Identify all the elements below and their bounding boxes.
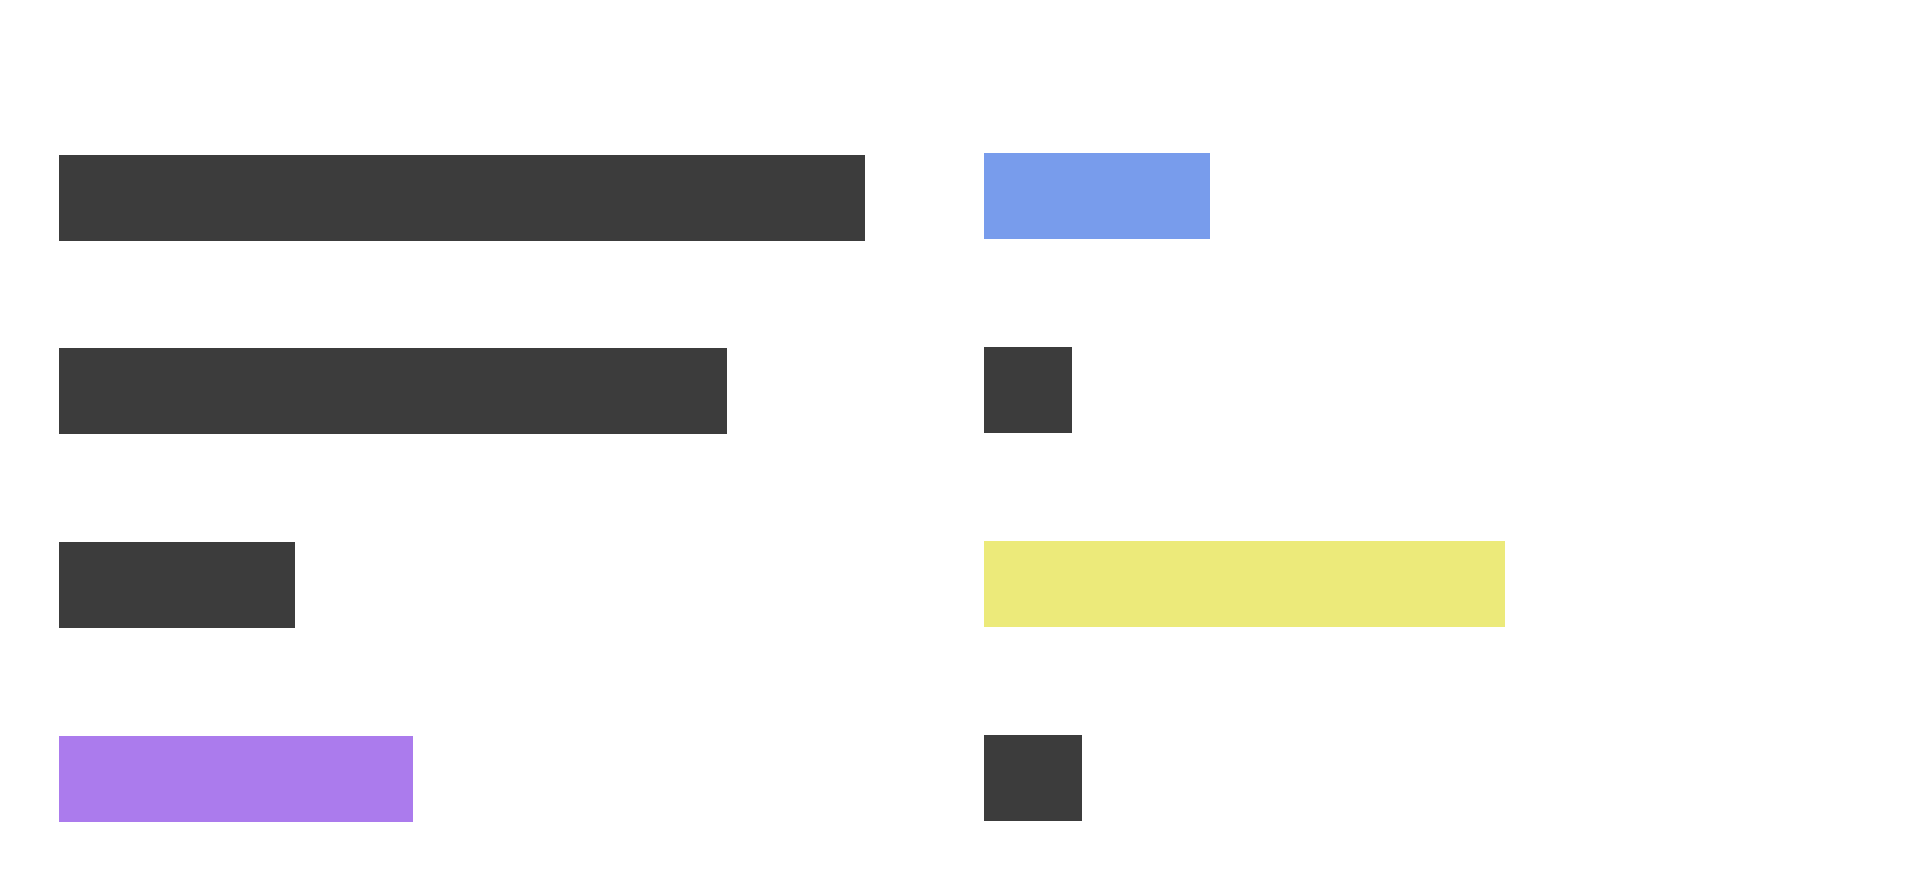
bar-left-3 [59,542,295,628]
bar-left-2 [59,348,727,434]
bar-right-4 [984,735,1082,821]
bar-left-4 [59,736,413,822]
bar-right-2 [984,347,1072,433]
bar-right-3 [984,541,1505,627]
bar-right-1 [984,153,1210,239]
bar-left-1 [59,155,865,241]
